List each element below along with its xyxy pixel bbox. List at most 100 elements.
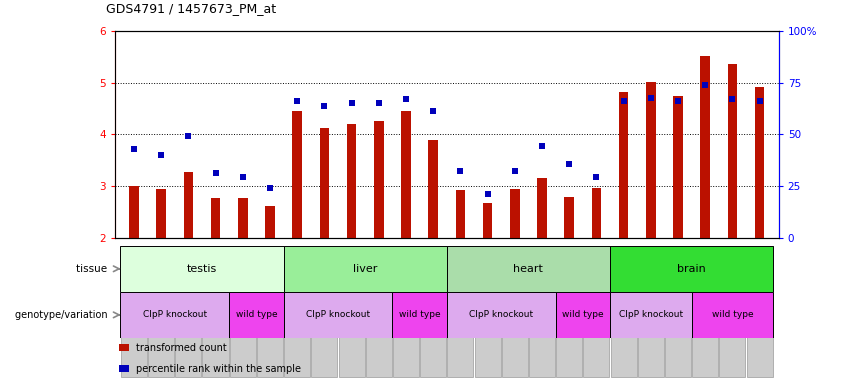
FancyBboxPatch shape	[475, 246, 500, 377]
Point	[290, 98, 304, 104]
Text: testis: testis	[187, 264, 217, 274]
Point	[181, 133, 195, 139]
Point	[699, 82, 712, 88]
FancyBboxPatch shape	[311, 246, 337, 377]
Text: GSM988367: GSM988367	[402, 290, 410, 332]
Bar	[755, 87, 764, 238]
Bar	[374, 121, 384, 238]
Text: GSM988361: GSM988361	[238, 290, 248, 332]
Bar	[483, 203, 493, 238]
Point	[399, 96, 413, 102]
Bar	[728, 65, 737, 238]
FancyBboxPatch shape	[283, 292, 392, 338]
Bar	[455, 190, 465, 238]
FancyBboxPatch shape	[719, 246, 745, 377]
Text: GSM988380: GSM988380	[755, 290, 764, 332]
FancyBboxPatch shape	[283, 246, 447, 292]
FancyBboxPatch shape	[610, 246, 637, 377]
Text: GDS4791 / 1457673_PM_at: GDS4791 / 1457673_PM_at	[106, 2, 277, 15]
FancyBboxPatch shape	[121, 246, 147, 377]
Text: transformed count: transformed count	[136, 343, 227, 353]
Text: ClpP knockout: ClpP knockout	[143, 310, 207, 319]
Text: GSM988358: GSM988358	[157, 290, 166, 332]
Text: brain: brain	[677, 264, 706, 274]
Bar	[510, 189, 520, 238]
Point	[426, 108, 440, 114]
Point	[563, 161, 576, 167]
Point	[753, 98, 767, 104]
Bar	[564, 197, 574, 238]
FancyBboxPatch shape	[175, 246, 202, 377]
Bar	[293, 111, 302, 238]
FancyBboxPatch shape	[583, 246, 609, 377]
Bar	[401, 111, 411, 238]
Text: percentile rank within the sample: percentile rank within the sample	[136, 364, 301, 374]
Bar	[428, 140, 438, 238]
FancyBboxPatch shape	[420, 246, 446, 377]
Point	[644, 95, 658, 101]
Text: wild type: wild type	[562, 310, 603, 319]
FancyBboxPatch shape	[692, 292, 774, 338]
Point	[345, 100, 358, 106]
Bar	[673, 96, 683, 238]
Text: heart: heart	[513, 264, 543, 274]
FancyBboxPatch shape	[529, 246, 555, 377]
Bar	[320, 128, 329, 238]
Point	[508, 167, 522, 174]
FancyBboxPatch shape	[119, 365, 129, 372]
FancyBboxPatch shape	[556, 292, 610, 338]
Text: wild type: wild type	[399, 310, 440, 319]
FancyBboxPatch shape	[203, 246, 229, 377]
Point	[208, 170, 222, 176]
FancyBboxPatch shape	[119, 344, 129, 351]
Bar	[184, 172, 193, 238]
Text: GSM988359: GSM988359	[184, 290, 193, 332]
FancyBboxPatch shape	[284, 246, 311, 377]
Point	[154, 152, 168, 158]
FancyBboxPatch shape	[120, 246, 283, 292]
Bar	[646, 81, 655, 238]
FancyBboxPatch shape	[339, 246, 364, 377]
FancyBboxPatch shape	[447, 246, 610, 292]
Text: liver: liver	[353, 264, 377, 274]
Point	[372, 100, 386, 106]
Point	[236, 174, 249, 180]
Text: GSM988366: GSM988366	[374, 290, 383, 332]
Bar	[129, 186, 139, 238]
Point	[617, 98, 631, 104]
Point	[317, 103, 331, 109]
Text: GSM988381: GSM988381	[456, 290, 465, 332]
FancyBboxPatch shape	[502, 246, 528, 377]
Bar	[700, 56, 710, 238]
Text: GSM988378: GSM988378	[700, 290, 710, 332]
Text: GSM988382: GSM988382	[483, 290, 492, 332]
Text: wild type: wild type	[711, 310, 753, 319]
Text: ClpP knockout: ClpP knockout	[619, 310, 683, 319]
FancyBboxPatch shape	[610, 246, 774, 292]
Text: GSM988379: GSM988379	[728, 290, 737, 332]
Bar	[211, 198, 220, 238]
FancyBboxPatch shape	[557, 246, 582, 377]
Bar	[238, 198, 248, 238]
Bar	[347, 124, 357, 238]
FancyBboxPatch shape	[692, 246, 718, 377]
Text: GSM988363: GSM988363	[293, 290, 301, 332]
FancyBboxPatch shape	[148, 246, 174, 377]
Text: GSM988360: GSM988360	[211, 290, 220, 332]
Text: ClpP knockout: ClpP knockout	[306, 310, 370, 319]
FancyBboxPatch shape	[637, 246, 664, 377]
Point	[590, 174, 603, 180]
Text: GSM988384: GSM988384	[538, 290, 546, 332]
Text: GSM988375: GSM988375	[619, 290, 628, 332]
FancyBboxPatch shape	[448, 246, 473, 377]
Text: GSM988386: GSM988386	[592, 290, 601, 332]
FancyBboxPatch shape	[230, 246, 256, 377]
Text: wild type: wild type	[236, 310, 277, 319]
Bar	[591, 188, 601, 238]
Bar	[266, 206, 275, 238]
FancyBboxPatch shape	[366, 246, 391, 377]
FancyBboxPatch shape	[120, 292, 229, 338]
FancyBboxPatch shape	[746, 246, 773, 377]
Bar	[157, 189, 166, 238]
Point	[127, 146, 140, 152]
